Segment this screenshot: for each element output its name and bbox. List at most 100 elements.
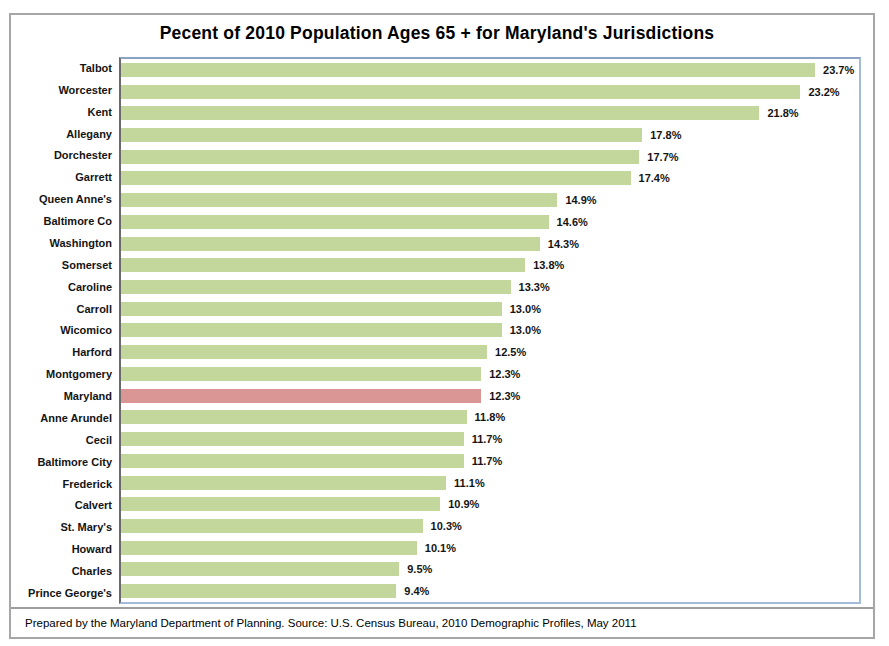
bar <box>121 519 423 533</box>
bar <box>121 541 417 555</box>
chart-frame: Pecent of 2010 Population Ages 65 + for … <box>9 13 875 639</box>
value-label: 14.6% <box>557 216 588 228</box>
value-label: 13.0% <box>510 324 541 336</box>
bar <box>121 150 639 164</box>
page: Pecent of 2010 Population Ages 65 + for … <box>0 0 889 646</box>
category-label: Frederick <box>11 473 119 495</box>
bar <box>121 63 815 77</box>
bar-row: 14.6% <box>121 211 859 233</box>
value-label: 10.3% <box>431 520 462 532</box>
bar <box>121 562 399 576</box>
bar-row: 9.4% <box>121 580 859 602</box>
value-label: 13.3% <box>519 281 550 293</box>
bar <box>121 85 800 99</box>
category-label: Somerset <box>11 254 119 276</box>
footer-divider <box>11 607 873 609</box>
bar <box>121 215 549 229</box>
value-label: 14.9% <box>565 194 596 206</box>
value-label: 10.9% <box>448 498 479 510</box>
value-label: 10.1% <box>425 542 456 554</box>
value-label: 17.4% <box>639 172 670 184</box>
bar <box>121 410 467 424</box>
category-label: Prince George's <box>11 582 119 604</box>
value-label: 11.7% <box>472 455 503 467</box>
category-label: Carroll <box>11 298 119 320</box>
bar-row: 13.0% <box>121 298 859 320</box>
bar-row: 11.1% <box>121 472 859 494</box>
highlight-bar <box>121 389 481 403</box>
bar-row: 14.9% <box>121 189 859 211</box>
category-label: Kent <box>11 101 119 123</box>
bar <box>121 128 642 142</box>
category-label: Charles <box>11 560 119 582</box>
bar <box>121 476 446 490</box>
bar <box>121 237 540 251</box>
bar-row: 10.3% <box>121 515 859 537</box>
value-label: 13.8% <box>533 259 564 271</box>
value-label: 11.1% <box>454 477 485 489</box>
bar <box>121 106 759 120</box>
bar-row: 12.3% <box>121 363 859 385</box>
bar <box>121 280 511 294</box>
bar-row: 12.3% <box>121 385 859 407</box>
bar <box>121 302 502 316</box>
bar <box>121 367 481 381</box>
bar <box>121 345 487 359</box>
category-axis: TalbotWorcesterKentAlleganyDorchesterGar… <box>11 57 119 604</box>
category-label: Wicomico <box>11 320 119 342</box>
plot-area: 23.7% 23.2% 21.8% 17.8% 17.7% 17.4% 14.9% 14.6%… <box>119 57 861 604</box>
bar <box>121 323 502 337</box>
bar <box>121 584 396 598</box>
bar <box>121 454 464 468</box>
category-label: Baltimore City <box>11 451 119 473</box>
bar-row: 23.7% <box>121 59 859 81</box>
bar-row: 21.8% <box>121 102 859 124</box>
bar-row: 14.3% <box>121 233 859 255</box>
value-label: 9.4% <box>404 585 429 597</box>
bar-row: 9.5% <box>121 559 859 581</box>
bar-row: 13.3% <box>121 276 859 298</box>
bar-row: 17.4% <box>121 168 859 190</box>
value-label: 12.3% <box>489 390 520 402</box>
bar-row: 17.7% <box>121 146 859 168</box>
value-label: 11.7% <box>472 433 503 445</box>
value-label: 23.2% <box>808 86 839 98</box>
bar-row: 10.9% <box>121 493 859 515</box>
value-label: 12.5% <box>495 346 526 358</box>
bar <box>121 193 557 207</box>
category-label: Talbot <box>11 57 119 79</box>
value-label: 9.5% <box>407 563 432 575</box>
category-label: Maryland <box>11 385 119 407</box>
bar-row: 13.0% <box>121 320 859 342</box>
category-label: Calvert <box>11 495 119 517</box>
value-label: 13.0% <box>510 303 541 315</box>
category-label: Washington <box>11 232 119 254</box>
bar <box>121 258 525 272</box>
chart-title: Pecent of 2010 Population Ages 65 + for … <box>11 23 863 44</box>
chart-body: TalbotWorcesterKentAlleganyDorchesterGar… <box>11 57 861 604</box>
bar <box>121 497 440 511</box>
value-label: 21.8% <box>767 107 798 119</box>
bar <box>121 171 631 185</box>
value-label: 17.8% <box>650 129 681 141</box>
category-label: Allegany <box>11 123 119 145</box>
bar-row: 11.7% <box>121 450 859 472</box>
value-label: 11.8% <box>475 411 506 423</box>
category-label: St. Mary's <box>11 516 119 538</box>
category-label: Cecil <box>11 429 119 451</box>
bar-row: 11.8% <box>121 407 859 429</box>
bar-row: 23.2% <box>121 81 859 103</box>
value-label: 23.7% <box>823 64 854 76</box>
category-label: Dorchester <box>11 145 119 167</box>
category-label: Howard <box>11 538 119 560</box>
category-label: Queen Anne's <box>11 188 119 210</box>
category-label: Worcester <box>11 79 119 101</box>
category-label: Garrett <box>11 166 119 188</box>
category-label: Baltimore Co <box>11 210 119 232</box>
bar-row: 11.7% <box>121 428 859 450</box>
value-label: 12.3% <box>489 368 520 380</box>
source-note: Prepared by the Maryland Department of P… <box>25 617 863 629</box>
bar-row: 13.8% <box>121 254 859 276</box>
bar-row: 10.1% <box>121 537 859 559</box>
bar-row: 12.5% <box>121 341 859 363</box>
